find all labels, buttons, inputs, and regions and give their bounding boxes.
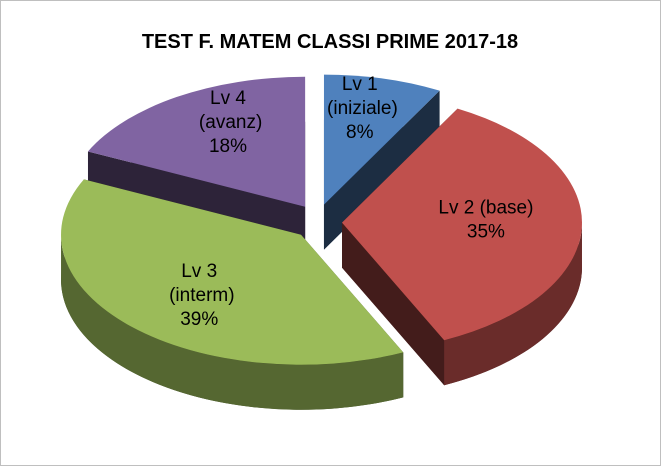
slice-top xyxy=(87,76,306,207)
slice-top xyxy=(341,108,582,341)
category-label: Lv 3 (interm) xyxy=(164,261,235,306)
slice-top xyxy=(323,74,440,205)
slice-side xyxy=(61,234,404,410)
value-label: 39% xyxy=(180,309,218,330)
slice-wall xyxy=(341,222,445,386)
slice-wall xyxy=(323,90,440,250)
category-label: Lv 1 (iniziale) xyxy=(322,74,398,119)
category-label: Lv 4 (avanz) xyxy=(194,88,263,133)
value-label: 8% xyxy=(346,122,374,143)
chart-title: TEST F. MATEM CLASSI PRIME 2017-18 xyxy=(142,31,518,53)
slice-top xyxy=(61,179,404,365)
slice xyxy=(61,179,404,410)
slice xyxy=(341,108,582,386)
category-label: Lv 2 (base) xyxy=(438,198,533,219)
slice-side xyxy=(444,222,582,386)
value-label: 18% xyxy=(209,136,247,157)
value-label: 35% xyxy=(467,222,505,243)
